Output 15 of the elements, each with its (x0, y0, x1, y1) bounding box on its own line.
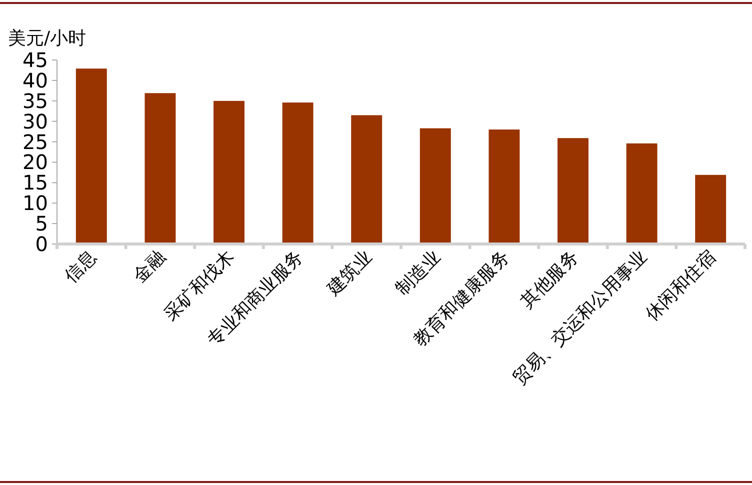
bar (76, 68, 107, 244)
x-tick-label: 建筑业 (322, 246, 376, 300)
bar (214, 100, 244, 244)
x-tick-label: 信息 (60, 246, 101, 287)
bar (351, 115, 382, 244)
y-axis-title: 美元/小时 (8, 28, 86, 49)
bar (282, 102, 314, 244)
bar (558, 138, 588, 244)
bar (420, 128, 451, 244)
bar (695, 174, 726, 244)
x-tick-label: 制造业 (392, 246, 445, 300)
bar (144, 93, 176, 244)
x-tick-label: 金融 (129, 246, 170, 287)
bar (488, 130, 520, 244)
bar (626, 143, 658, 244)
